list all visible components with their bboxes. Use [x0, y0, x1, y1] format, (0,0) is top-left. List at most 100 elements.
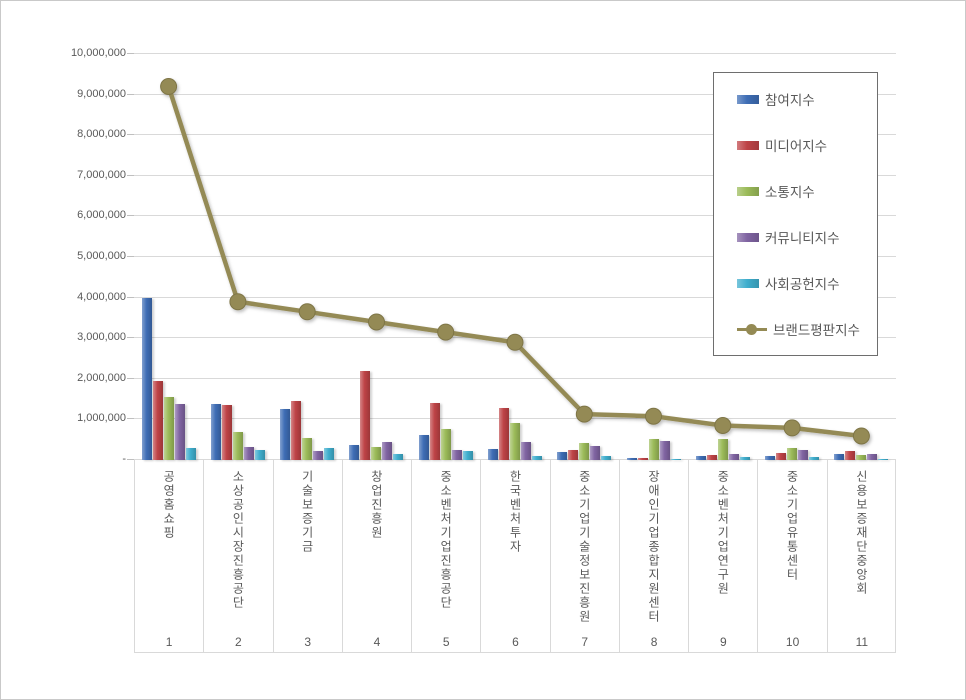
bar-소통지수: [232, 432, 243, 460]
legend-label: 미디어지수: [765, 139, 828, 154]
bar-참여지수: [349, 445, 360, 460]
bar-소통지수: [371, 447, 382, 460]
rank-label: 7: [581, 635, 589, 649]
y-tick-mark: [127, 296, 134, 298]
line-marker: [714, 417, 732, 434]
bar-미디어지수: [568, 450, 579, 460]
rank-label: 2: [235, 635, 242, 649]
gridline: [134, 256, 896, 257]
rank-label: 5: [442, 635, 450, 649]
bar-참여지수: [834, 454, 845, 460]
gridline: [134, 377, 896, 379]
legend-item: 소통지수: [714, 168, 877, 214]
bar-미디어지수: [221, 405, 232, 460]
bar-사회공헌지수: [531, 455, 542, 460]
y-tick-label: 5,000,000: [77, 250, 126, 262]
category-label: 공영홈쇼핑: [161, 470, 176, 540]
bar-참여지수: [280, 409, 291, 460]
bar-group: [411, 54, 480, 460]
bar-소통지수: [163, 397, 174, 460]
rank-label: 4: [373, 635, 381, 649]
bar-커뮤니티지수: [728, 453, 739, 460]
legend-item: 사회공헌지수: [714, 260, 877, 306]
bar-사회공헌지수: [809, 456, 820, 460]
bar-소통지수: [509, 423, 520, 460]
category-cell: 중소기업기술정보진흥원 7: [549, 460, 619, 652]
legend-swatch-bar: [737, 94, 759, 104]
gridline: [134, 174, 896, 176]
bar-참여지수: [695, 455, 706, 460]
line-marker: [229, 293, 247, 311]
category-label: 소상공인시장진흥공단: [230, 470, 245, 610]
rank-label: 9: [719, 635, 727, 649]
bar-커뮤니티지수: [451, 450, 462, 460]
category-label: 신용보증재단중앙회: [854, 470, 869, 596]
rank-label: 10: [785, 635, 800, 649]
line-marker: [506, 333, 524, 351]
bar-group: [688, 54, 757, 460]
category-label: 중소기업유통센터: [785, 470, 800, 582]
y-tick-mark: [127, 215, 134, 217]
category-cell: 신용보증재단중앙회 11: [826, 460, 896, 652]
category-label: 기술보증기금: [300, 470, 315, 554]
category-cell: 공영홈쇼핑 1: [134, 460, 203, 652]
y-tick-mark: [127, 377, 134, 379]
bar-사회공헌지수: [601, 455, 612, 460]
bar-group: [827, 54, 896, 460]
gridline: [134, 418, 896, 420]
bar-미디어지수: [152, 380, 163, 460]
legend-item: 미디어지수: [714, 122, 877, 168]
gridline: [134, 134, 896, 136]
bar-group: [480, 54, 549, 460]
bar-미디어지수: [845, 451, 856, 460]
y-tick-label: 8,000,000: [77, 128, 126, 141]
line-series: [160, 78, 870, 445]
legend-item: 브랜드평판지수: [714, 306, 877, 352]
category-cell: 중소기업유통센터 10: [757, 460, 826, 652]
y-tick-mark: [127, 459, 134, 460]
bar-소통지수: [717, 439, 728, 460]
rank-label: 1: [165, 635, 173, 649]
bar-소통지수: [856, 455, 867, 460]
legend-label: 커뮤니티지수: [765, 231, 840, 246]
bar-사회공헌지수: [462, 451, 473, 460]
category-label: 중소기업기술정보진흥원: [577, 470, 592, 624]
bar-참여지수: [487, 449, 498, 460]
plot-area: [134, 53, 896, 460]
category-label: 중소벤처기업진흥공단: [438, 470, 453, 610]
bar-커뮤니티지수: [798, 450, 809, 460]
bar-사회공헌지수: [739, 456, 750, 460]
bar-group: [203, 54, 272, 460]
bar-참여지수: [210, 403, 221, 460]
line-marker: [298, 303, 316, 321]
legend-item: 참여지수: [714, 76, 877, 122]
bar-커뮤니티지수: [243, 447, 254, 460]
bar-사회공헌지수: [393, 453, 404, 460]
bar-미디어지수: [776, 452, 787, 460]
legend-swatch-bar: [737, 278, 759, 288]
y-tick-label: 4,000,000: [77, 290, 126, 303]
gridline: [134, 296, 896, 298]
rank-label: 8: [650, 635, 658, 649]
bar-소통지수: [302, 438, 313, 460]
category-cell: 장애인기업종합지원센터 8: [618, 460, 688, 652]
bar-사회공헌지수: [185, 447, 196, 460]
y-tick-mark: [127, 418, 134, 420]
y-tick-mark: [127, 134, 134, 136]
bar-group: [757, 54, 826, 460]
bar-미디어지수: [291, 400, 302, 460]
category-cell: 중소벤처기업연구원 9: [688, 460, 757, 652]
line-marker: [368, 313, 385, 331]
line-marker: [575, 405, 593, 423]
y-tick-mark: [127, 337, 134, 339]
bar-커뮤니티지수: [590, 446, 601, 460]
category-label: 창업진흥원: [369, 470, 384, 540]
line-marker: [160, 78, 178, 95]
bar-커뮤니티지수: [659, 440, 670, 460]
category-cell: 소상공인시장진흥공단 2: [203, 460, 272, 652]
y-tick-label: -: [122, 453, 126, 465]
category-cell: 창업진흥원 4: [341, 460, 411, 652]
y-tick-mark: [127, 256, 134, 257]
legend-label: 사회공헌지수: [765, 277, 840, 292]
